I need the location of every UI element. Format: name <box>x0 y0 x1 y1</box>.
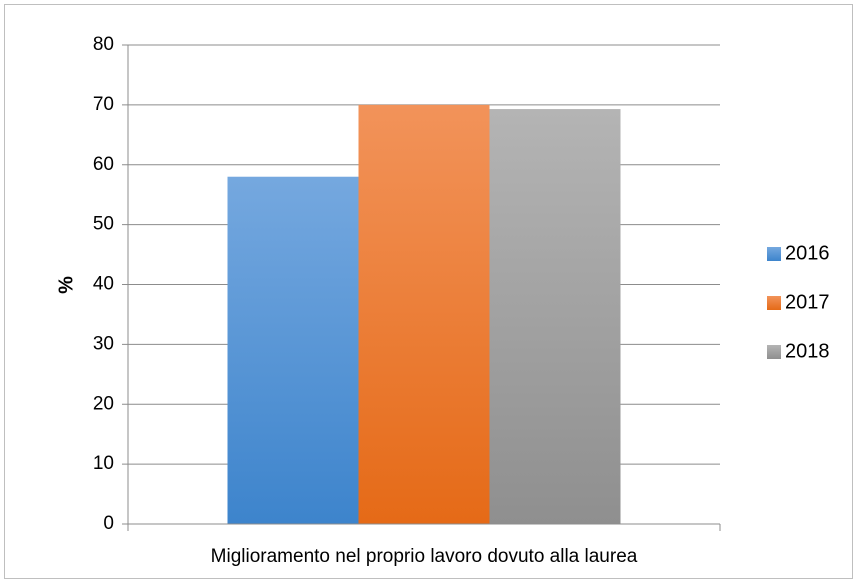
y-tick-label-50: 50 <box>93 214 114 235</box>
y-tick-label-30: 30 <box>93 333 114 354</box>
x-category-label: Miglioramento nel proprio lavoro dovuto … <box>211 546 638 567</box>
legend: 2016 2017 2018 <box>767 242 830 362</box>
y-tick-label-0: 0 <box>103 513 114 534</box>
bar-2016 <box>227 176 359 524</box>
y-axis-title: % <box>55 276 77 294</box>
legend-swatch-2017 <box>767 296 781 310</box>
legend-swatch-2018 <box>767 345 781 359</box>
y-tick-label-70: 70 <box>93 94 114 115</box>
y-tick-label-60: 60 <box>93 154 114 175</box>
legend-label-2017: 2017 <box>785 291 830 313</box>
y-tick-label-20: 20 <box>93 393 114 414</box>
y-tick-label-10: 10 <box>93 453 114 474</box>
bar-2018 <box>489 109 621 524</box>
y-tick-label-80: 80 <box>93 34 114 55</box>
y-tick-label-40: 40 <box>93 274 114 295</box>
axes: 0 10 20 30 40 50 60 70 80 Miglioramento nel propr… <box>93 34 721 567</box>
legend-swatch-2016 <box>767 247 781 261</box>
bar-2017 <box>358 104 490 524</box>
legend-label-2018: 2018 <box>785 340 830 362</box>
legend-label-2016: 2016 <box>785 242 830 264</box>
bars <box>227 104 621 524</box>
